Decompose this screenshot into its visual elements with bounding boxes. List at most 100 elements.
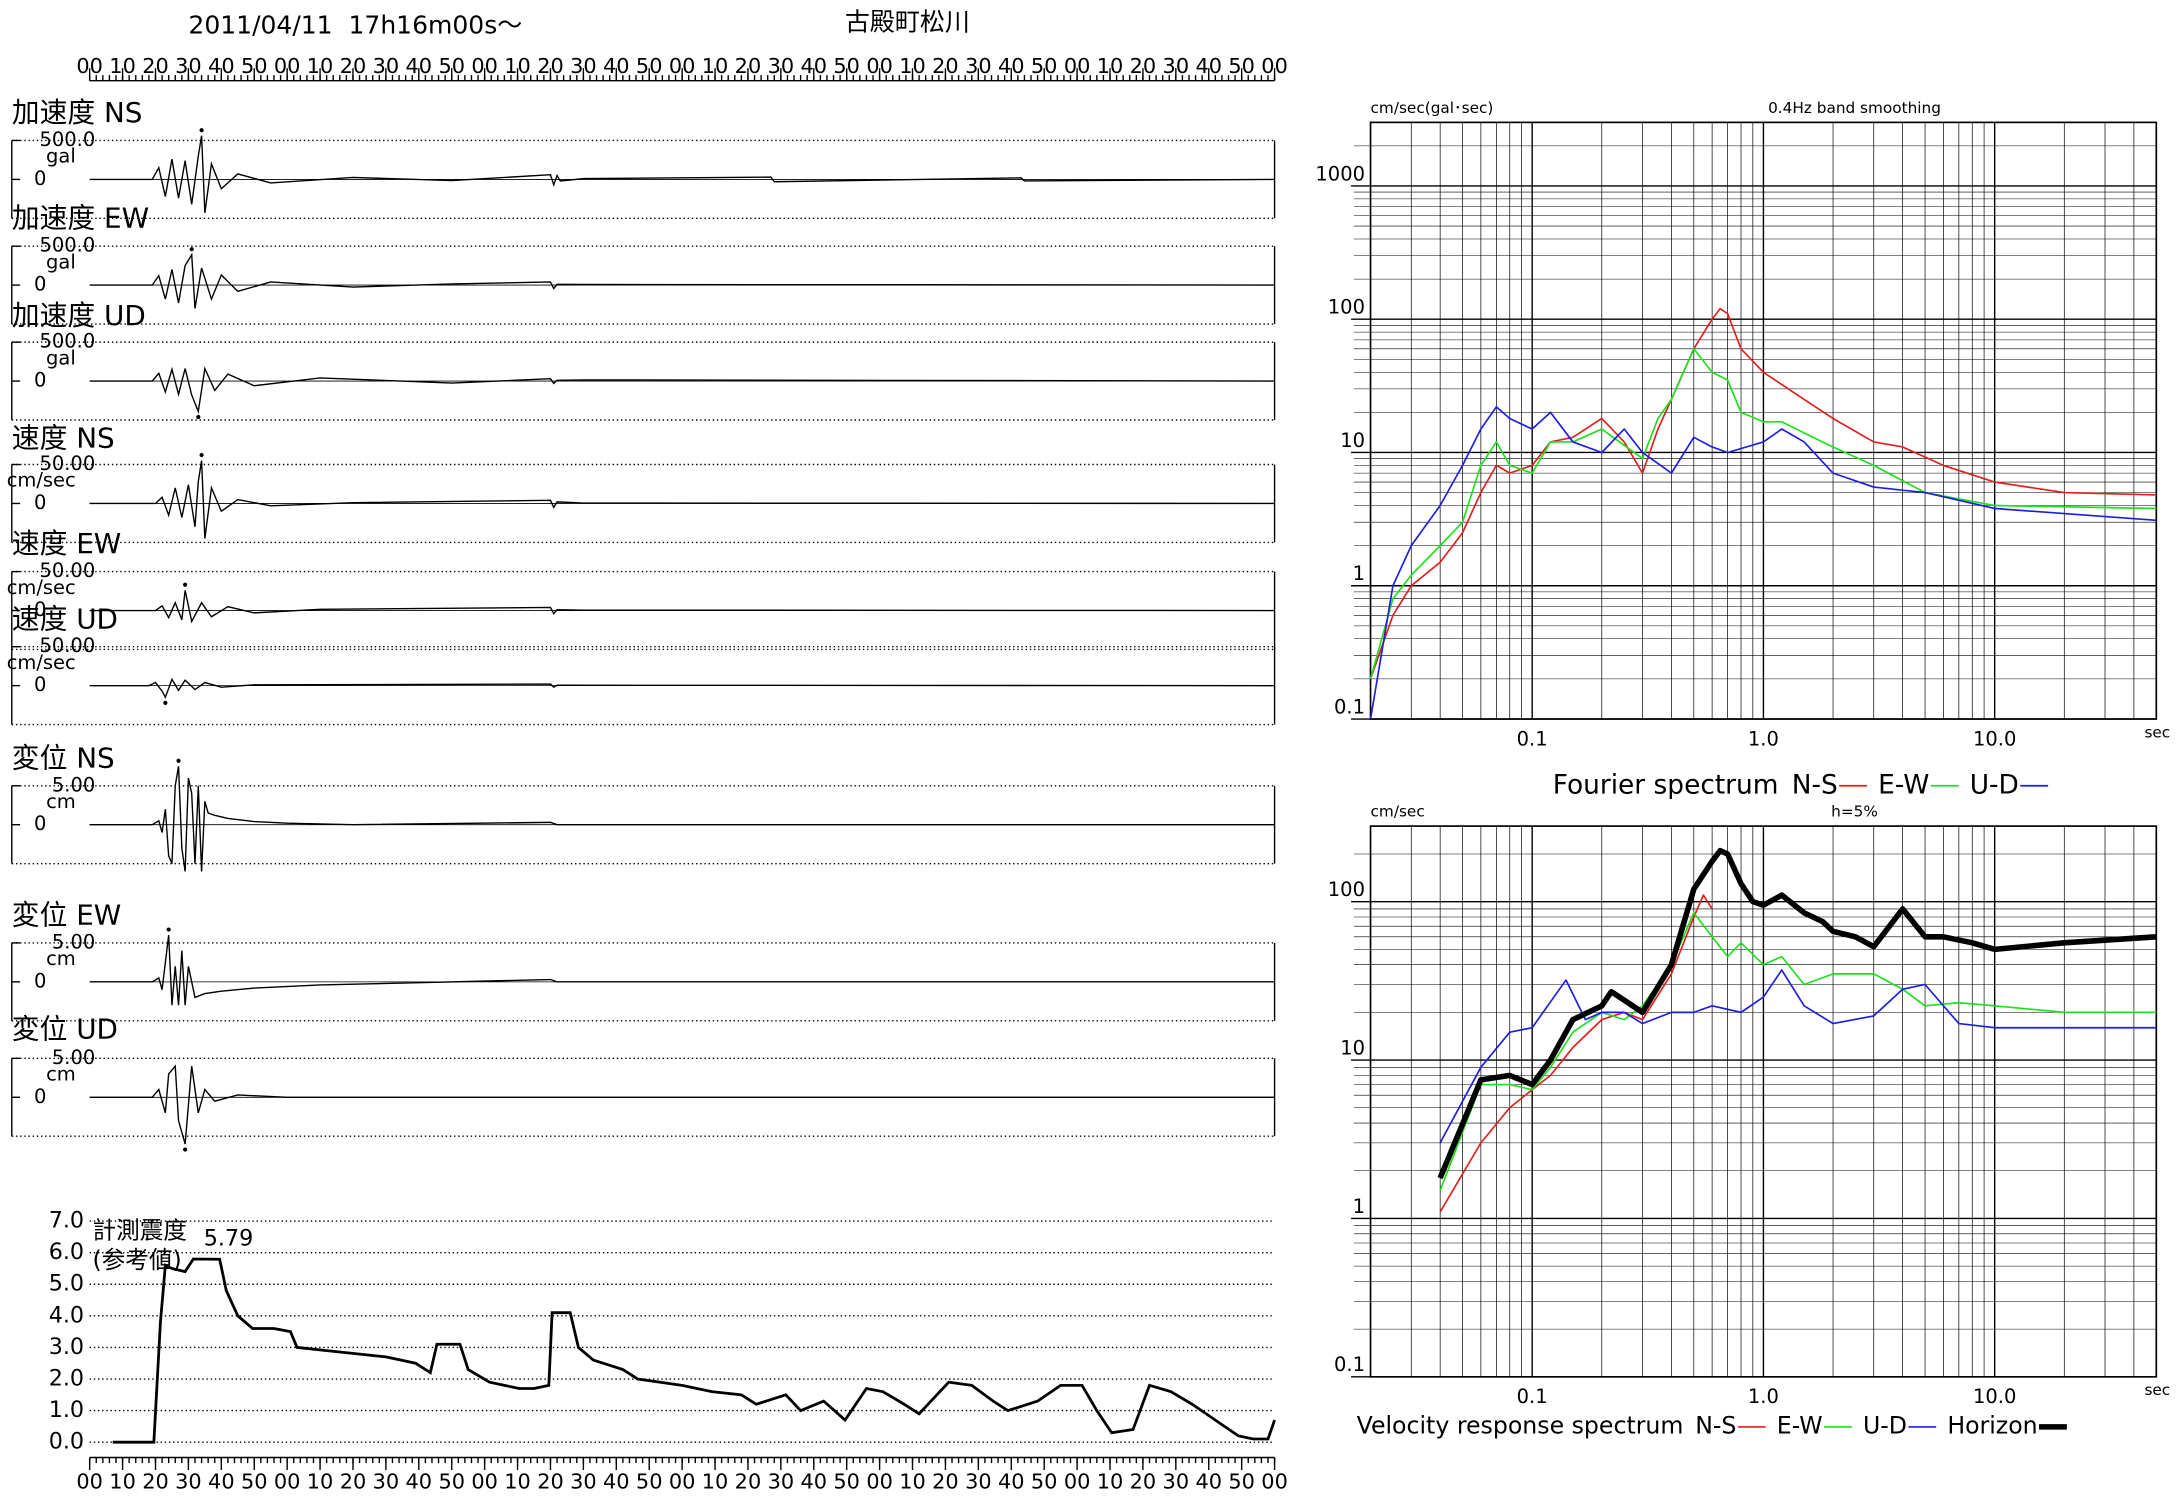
x-tick-label: 10 xyxy=(307,1470,334,1494)
y-tick-label: 0.1 xyxy=(1334,1353,1365,1376)
unit-label: gal xyxy=(46,346,76,369)
subtitle: 0.4Hz band smoothing xyxy=(1768,99,1941,117)
spectrum-line xyxy=(1439,894,1713,1213)
x-tick-label: 50 xyxy=(241,54,268,78)
peak-dot xyxy=(199,128,204,133)
x-tick-label: 40 xyxy=(603,1470,630,1494)
waveform-trace xyxy=(89,252,1275,309)
panel-label: 変位 UD xyxy=(12,1013,118,1046)
x-tick-label: 00 xyxy=(669,54,696,78)
x-tick-label: 00 xyxy=(76,1470,103,1494)
legend-label: N-S xyxy=(1792,769,1838,800)
panel-label: 速度 EW xyxy=(12,527,121,560)
x-tick-label: 40 xyxy=(801,54,828,78)
panel-label: 速度 NS xyxy=(12,421,115,454)
x-tick-label: 10.0 xyxy=(1973,727,2016,750)
unit-label: gal xyxy=(46,145,76,168)
panel-label: 変位 EW xyxy=(12,898,121,931)
x-tick-label: 10 xyxy=(702,1470,729,1494)
spectrum-line xyxy=(1439,969,2157,1144)
unit-label: cm/sec(gal･sec) xyxy=(1371,99,1494,117)
x-tick-label: 50 xyxy=(833,54,860,78)
y-tick-label: 5.00 xyxy=(52,1046,95,1069)
panel-label: 速度 UD xyxy=(12,602,118,635)
unit-label: cm xyxy=(46,790,76,813)
subtitle: h=5% xyxy=(1831,803,1878,821)
x-tick-label: 1.0 xyxy=(1748,1385,1779,1408)
y-tick-label: 0.1 xyxy=(1334,695,1365,718)
x-tick-label: 30 xyxy=(768,1470,795,1494)
waveform-trace xyxy=(89,590,1275,624)
y-tick-label: 10 xyxy=(1340,1036,1365,1059)
x-tick-label: 00 xyxy=(866,54,893,78)
x-tick-label: 00 xyxy=(274,1470,301,1494)
x-tick-label: 40 xyxy=(603,54,630,78)
x-tick-label: 40 xyxy=(406,1470,433,1494)
x-tick-label: 50 xyxy=(1228,54,1255,78)
x-tick-label: 30 xyxy=(965,54,992,78)
peak-dot xyxy=(183,1147,188,1152)
x-tick-label: 10.0 xyxy=(1973,1385,2016,1408)
x-tick-label: 30 xyxy=(570,1470,597,1494)
x-tick-label: 20 xyxy=(932,54,959,78)
x-tick-label: 50 xyxy=(438,54,465,78)
y-tick-label: 5.00 xyxy=(52,930,95,953)
x-tick-label: 10 xyxy=(504,54,531,78)
x-tick-label: 0.1 xyxy=(1517,727,1548,750)
y-tick-label: 100 xyxy=(1328,296,1365,319)
x-unit: sec xyxy=(2144,723,2170,741)
y-tick-label: 100 xyxy=(1328,878,1365,901)
peak-dot xyxy=(176,758,181,763)
y-tick-label: 3.0 xyxy=(49,1334,84,1360)
x-tick-label: 10 xyxy=(1097,1470,1124,1494)
x-tick-label: 50 xyxy=(438,1470,465,1494)
spectrum-line xyxy=(1369,307,2157,680)
y-tick-label: 5.0 xyxy=(49,1271,84,1297)
spectrum-line xyxy=(1439,912,2157,1191)
unit-label: cm xyxy=(46,1063,76,1086)
x-tick-label: 40 xyxy=(998,1470,1025,1494)
x-tick-label: 40 xyxy=(208,1470,235,1494)
x-tick-label: 00 xyxy=(1064,54,1091,78)
peak-dot xyxy=(189,247,194,252)
x-tick-label: 10 xyxy=(109,54,136,78)
y-tick-label: 1 xyxy=(1353,562,1365,585)
spectrum-line xyxy=(1437,847,2157,1180)
y-tick-label: 4.0 xyxy=(49,1302,84,1328)
x-tick-label: 20 xyxy=(735,54,762,78)
x-tick-label: 50 xyxy=(1031,54,1058,78)
plot-frame xyxy=(1369,121,2158,720)
x-tick-label: 00 xyxy=(76,54,103,78)
y-tick-label: 0 xyxy=(34,673,46,696)
y-tick-label: 500.0 xyxy=(39,330,95,353)
x-tick-label: 00 xyxy=(1064,1470,1091,1494)
y-tick-label: 50.00 xyxy=(39,452,95,475)
x-tick-label: 40 xyxy=(998,54,1025,78)
x-tick-label: 40 xyxy=(801,1470,828,1494)
y-tick-label: 0 xyxy=(34,598,46,621)
x-tick-label: 20 xyxy=(537,54,564,78)
y-tick-label: 7.0 xyxy=(49,1208,84,1234)
x-tick-label: 00 xyxy=(1261,1470,1288,1494)
y-tick-label: 500.0 xyxy=(39,128,95,151)
y-tick-label: 0 xyxy=(34,273,46,296)
legend-label: U-D xyxy=(1970,769,2019,800)
x-tick-label: 10 xyxy=(899,54,926,78)
unit-label: cm/sec xyxy=(7,576,76,599)
x-tick-label: 50 xyxy=(636,1470,663,1494)
x-tick-label: 30 xyxy=(768,54,795,78)
unit-label: cm/sec xyxy=(7,651,76,674)
unit-label: cm/sec xyxy=(1371,803,1425,821)
x-tick-label: 10 xyxy=(109,1470,136,1494)
x-tick-label: 00 xyxy=(1261,54,1288,78)
y-tick-label: 0.0 xyxy=(49,1429,84,1455)
x-tick-label: 30 xyxy=(1163,1470,1190,1494)
y-tick-label: 1.0 xyxy=(49,1397,84,1423)
x-tick-label: 30 xyxy=(1163,54,1190,78)
y-tick-label: 1000 xyxy=(1315,162,1365,185)
x-tick-label: 10 xyxy=(504,1470,531,1494)
legend-label: E-W xyxy=(1777,1411,1823,1439)
plot-frame xyxy=(1369,825,2158,1378)
y-tick-label: 0 xyxy=(34,969,46,992)
x-tick-label: 30 xyxy=(570,54,597,78)
